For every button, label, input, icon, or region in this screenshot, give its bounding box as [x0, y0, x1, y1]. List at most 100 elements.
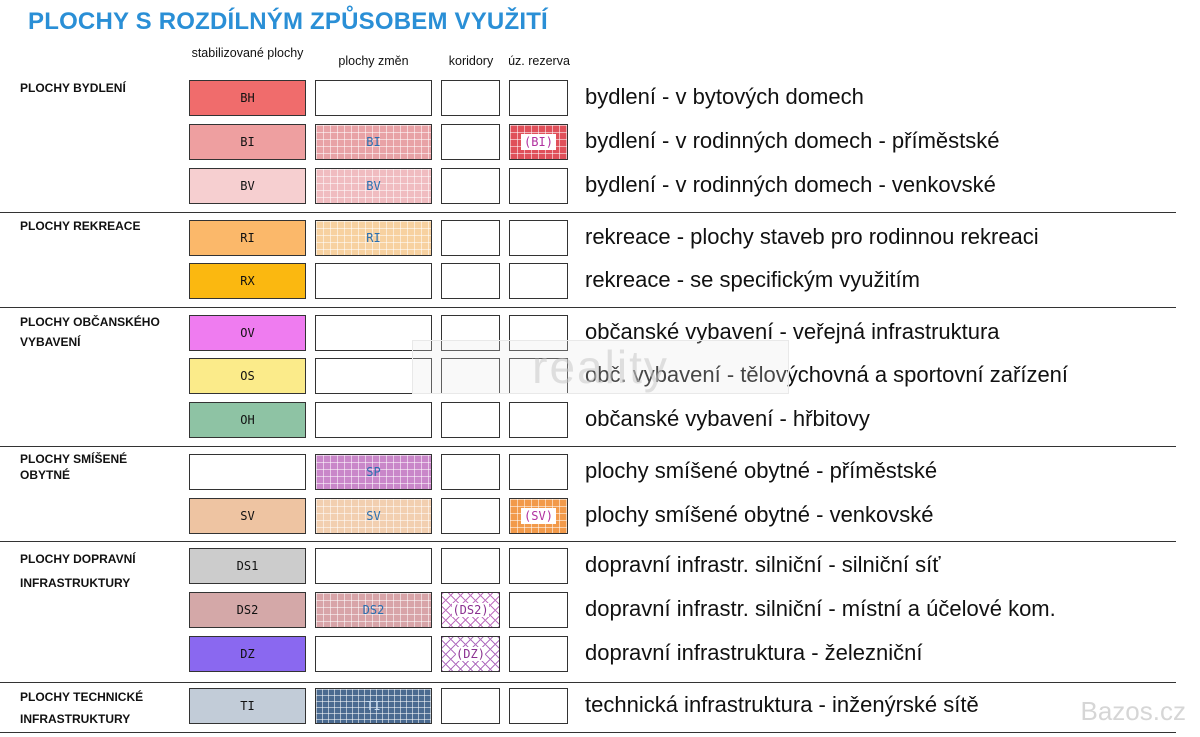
stabilized-code: OV — [240, 326, 255, 340]
change-swatch — [315, 263, 432, 299]
legend-row: RX rekreace - se specifickým využitím — [0, 263, 1200, 301]
row-description: obč. vybavení - tělovýchovná a sportovní… — [585, 362, 1069, 387]
stabilized-code: SV — [240, 509, 255, 523]
legend-row: OH občanské vybavení - hřbitovy — [0, 402, 1200, 440]
stabilized-swatch: BH — [189, 80, 306, 116]
column-header-corridors: koridory — [448, 54, 494, 68]
change-swatch: BI — [315, 124, 432, 160]
row-description: bydlení - v rodinných domech - venkovské — [585, 172, 996, 197]
group-label-dopravni: PLOCHY DOPRAVNÍ INFRASTRUKTURY — [20, 547, 136, 595]
corridor-swatch: (DS2) — [441, 592, 500, 628]
stabilized-swatch: TI — [189, 688, 306, 724]
stabilized-code: DS1 — [236, 559, 259, 573]
change-swatch: TI — [315, 688, 432, 724]
change-code: RI — [366, 231, 381, 245]
stabilized-swatch: OS — [189, 358, 306, 394]
row-description: dopravní infrastr. silniční - silniční s… — [585, 552, 941, 577]
corridor-code: (DZ) — [456, 647, 485, 661]
group-label-line: PLOCHY BYDLENÍ — [20, 81, 126, 95]
stabilized-code: RX — [240, 274, 255, 288]
change-code: BI — [366, 135, 381, 149]
group-label-line: OBYTNÉ — [20, 468, 71, 482]
group-separator — [0, 732, 1176, 733]
reserve-code: (SV) — [521, 508, 556, 524]
column-header-reserve: úz. rezerva — [508, 54, 570, 68]
stabilized-swatch: OV — [189, 315, 306, 351]
legend-row: DZ (DZ) dopravní infrastruktura - železnič… — [0, 636, 1200, 674]
stabilized-code: DS2 — [236, 603, 259, 617]
column-header-stabilized: stabilizované plochy — [189, 47, 306, 60]
change-swatch: SP — [315, 454, 432, 490]
group-separator — [0, 682, 1176, 683]
reserve-swatch: (SV) — [509, 498, 568, 534]
stabilized-swatch: DS1 — [189, 548, 306, 584]
change-swatch: SV — [315, 498, 432, 534]
group-label-line: PLOCHY DOPRAVNÍ — [20, 552, 136, 566]
change-code: DS2 — [362, 603, 385, 617]
corridor-swatch — [441, 168, 500, 204]
group-separator — [0, 446, 1176, 447]
stabilized-code: BI — [240, 135, 255, 149]
bazos-watermark: Bazos.cz — [1080, 696, 1187, 726]
stabilized-swatch: DS2 — [189, 592, 306, 628]
legend-row: BH bydlení - v bytových domech — [0, 80, 1200, 118]
reserve-swatch — [509, 263, 568, 299]
group-label-line: PLOCHY TECHNICKÉ — [20, 690, 144, 704]
group-label-technicke: PLOCHY TECHNICKÉ INFRASTRUKTURY — [20, 686, 143, 730]
group-label-obcanske: PLOCHY OBČANSKÉHO VYBAVENÍ — [20, 312, 160, 352]
legend-row: OV občanské vybavení - veřejná infrastruk… — [0, 315, 1200, 353]
group-label-line: INFRASTRUKTURY — [20, 576, 131, 590]
row-description: občanské vybavení - veřejná infrastruktu… — [585, 319, 1000, 344]
stabilized-code: BV — [240, 179, 255, 193]
change-swatch: RI — [315, 220, 432, 256]
change-swatch — [315, 548, 432, 584]
group-separator — [0, 541, 1176, 542]
legend-row: TI TI technická infrastruktura - inženýrsk… — [0, 688, 1200, 726]
stabilized-swatch: OH — [189, 402, 306, 438]
row-description: občanské vybavení - hřbitovy — [585, 406, 870, 431]
group-label-bydleni: PLOCHY BYDLENÍ — [20, 78, 126, 98]
legend-row: RI RI rekreace - plochy staveb pro rodinno… — [0, 220, 1200, 258]
corridor-swatch — [441, 124, 500, 160]
reserve-swatch — [509, 402, 568, 438]
change-code: TI — [366, 699, 381, 713]
legend-row: DS1 dopravní infrastr. silniční - silničn… — [0, 548, 1200, 586]
group-label-line: PLOCHY SMÍŠENÉ — [20, 452, 128, 466]
change-swatch — [315, 80, 432, 116]
page-title: PLOCHY S ROZDÍLNÝM ZPŮSOBEM VYUŽITÍ — [28, 8, 548, 35]
legend-row: BI BI (BI) bydlení - v rodinných domech - p… — [0, 124, 1200, 162]
reality-watermark: reality — [412, 340, 789, 394]
row-description: dopravní infrastruktura - železniční — [585, 640, 923, 665]
reserve-code: (BI) — [521, 134, 556, 150]
row-description: rekreace - se specifickým využitím — [585, 267, 920, 292]
corridor-swatch — [441, 315, 500, 351]
reserve-swatch — [509, 454, 568, 490]
stabilized-swatch — [189, 454, 306, 490]
row-description: rekreace - plochy staveb pro rodinnou re… — [585, 224, 1039, 249]
stabilized-code: BH — [240, 91, 255, 105]
legend-row: SV SV (SV) plochy smíšené obytné - venkovsk… — [0, 498, 1200, 536]
reserve-swatch — [509, 315, 568, 351]
group-label-smisene: PLOCHY SMÍŠENÉ OBYTNÉ — [20, 451, 127, 483]
row-description: plochy smíšené obytné - venkovské — [585, 502, 934, 527]
change-swatch: BV — [315, 168, 432, 204]
stabilized-code: OS — [240, 369, 255, 383]
change-code: BV — [366, 179, 381, 193]
corridor-swatch — [441, 80, 500, 116]
group-label-line: PLOCHY REKREACE — [20, 219, 141, 233]
stabilized-code: RI — [240, 231, 255, 245]
legend-row: BV BV bydlení - v rodinných domech - venko… — [0, 168, 1200, 206]
change-swatch — [315, 402, 432, 438]
row-description: bydlení - v rodinných domech - příměstsk… — [585, 128, 1000, 153]
legend-row: DS2 DS2 (DS2) dopravní infrastr. silniční -… — [0, 592, 1200, 630]
stabilized-swatch: SV — [189, 498, 306, 534]
corridor-swatch — [441, 454, 500, 490]
change-code: SV — [366, 509, 381, 523]
stabilized-swatch: BV — [189, 168, 306, 204]
group-label-rekreace: PLOCHY REKREACE — [20, 216, 140, 236]
reserve-swatch — [509, 548, 568, 584]
group-label-line: INFRASTRUKTURY — [20, 712, 131, 726]
change-swatch — [315, 636, 432, 672]
reserve-swatch — [509, 636, 568, 672]
stabilized-swatch: RX — [189, 263, 306, 299]
